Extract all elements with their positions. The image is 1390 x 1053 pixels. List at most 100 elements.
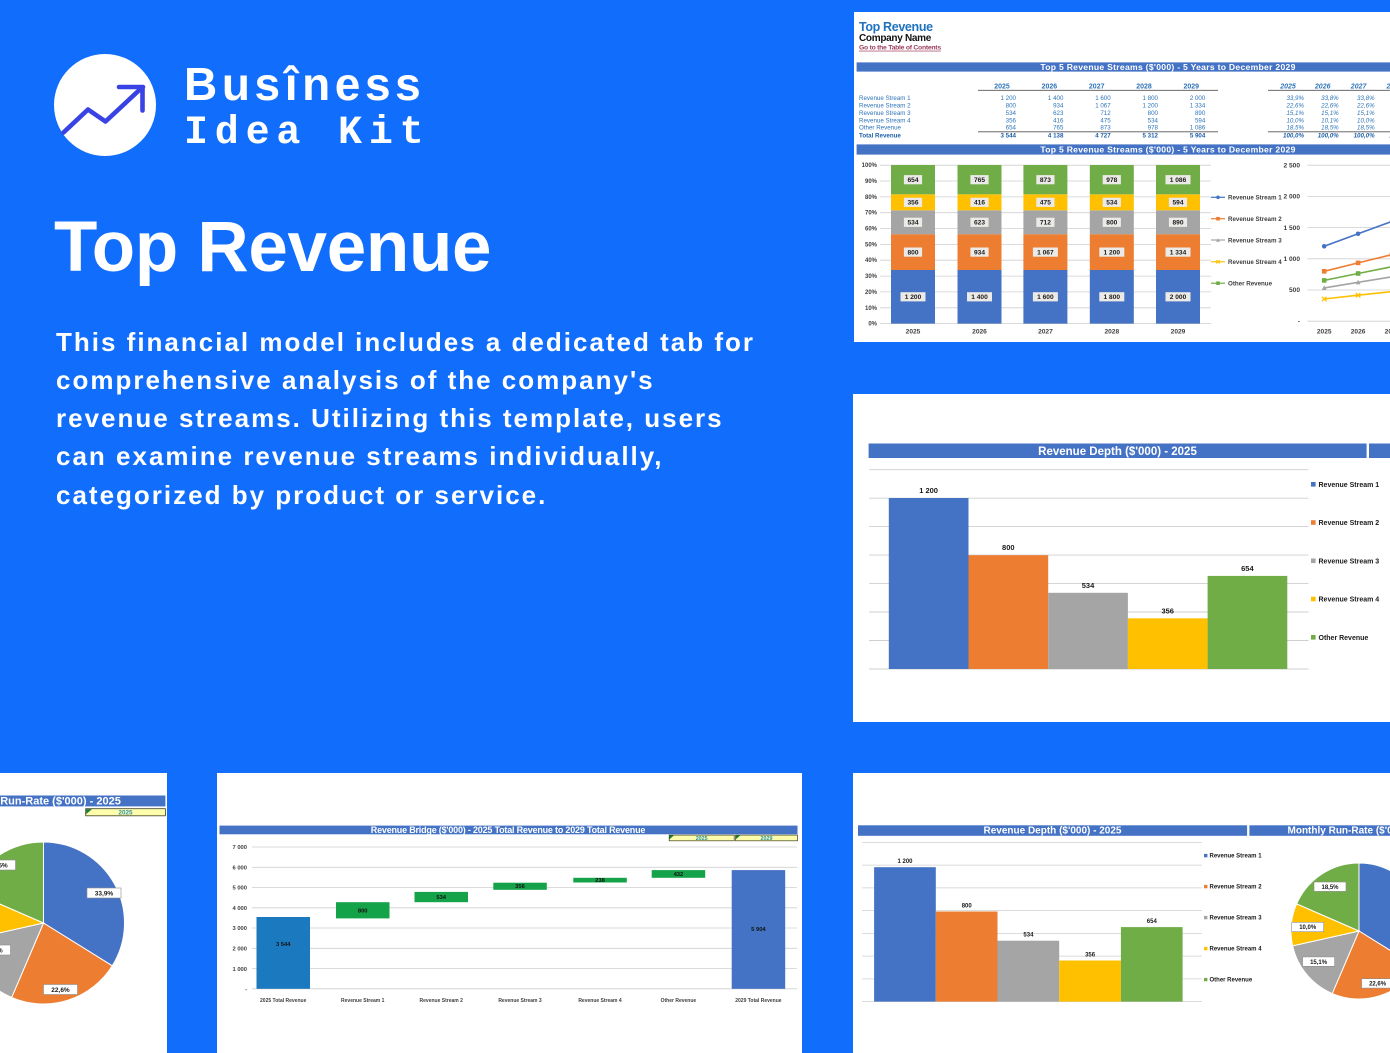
svg-text:2025 Total Revenue: 2025 Total Revenue	[260, 998, 307, 1004]
svg-text:1 800: 1 800	[1143, 95, 1159, 102]
svg-text:2025: 2025	[906, 329, 921, 336]
svg-text:Revenue Stream 1: Revenue Stream 1	[341, 998, 385, 1004]
svg-text:934: 934	[1053, 103, 1064, 110]
svg-text:100%: 100%	[862, 163, 878, 169]
svg-text:1 000: 1 000	[232, 967, 247, 973]
svg-text:2 000: 2 000	[1283, 194, 1300, 201]
svg-text:2 000: 2 000	[232, 947, 247, 953]
svg-text:18,5%: 18,5%	[1321, 125, 1339, 132]
svg-text:Revenue Stream 4: Revenue Stream 4	[578, 998, 622, 1004]
svg-text:Revenue Stream 4: Revenue Stream 4	[1228, 259, 1282, 266]
svg-text:2028: 2028	[1386, 84, 1390, 91]
svg-text:2026: 2026	[1351, 329, 1366, 336]
svg-text:Revenue Stream 1: Revenue Stream 1	[859, 95, 911, 102]
svg-text:10,1%: 10,1%	[1321, 117, 1339, 124]
svg-text:15,1%: 15,1%	[1310, 960, 1328, 966]
svg-text:416: 416	[1053, 117, 1064, 124]
svg-text:22,6%: 22,6%	[1320, 103, 1339, 110]
svg-text:22,6%: 22,6%	[1369, 982, 1387, 988]
svg-text:534: 534	[436, 895, 446, 901]
svg-text:2027: 2027	[1038, 329, 1053, 336]
svg-text:6 000: 6 000	[232, 865, 247, 871]
svg-text:Revenue Stream 1: Revenue Stream 1	[1210, 854, 1263, 860]
svg-text:1 200: 1 200	[919, 486, 938, 495]
svg-text:4 138: 4 138	[1048, 132, 1064, 139]
svg-text:7 000: 7 000	[232, 845, 247, 851]
svg-text:Total Revenue: Total Revenue	[859, 132, 901, 139]
svg-text:1 800: 1 800	[1104, 294, 1121, 301]
svg-text:475: 475	[1100, 117, 1111, 124]
svg-text:534: 534	[1148, 117, 1159, 124]
svg-text:2 000: 2 000	[1190, 95, 1206, 102]
svg-text:1 334: 1 334	[1170, 249, 1187, 256]
svg-text:-: -	[245, 987, 247, 993]
svg-text:Top 5 Revenue Streams ($'000): Top 5 Revenue Streams ($'000) - 5 Years …	[1040, 145, 1295, 155]
svg-text:356: 356	[1161, 606, 1174, 615]
svg-text:800: 800	[1106, 220, 1117, 227]
svg-text:1 600: 1 600	[1095, 95, 1111, 102]
svg-text:22,6%: 22,6%	[51, 987, 70, 994]
svg-text:Other Revenue: Other Revenue	[1210, 978, 1253, 984]
svg-text:712: 712	[1100, 110, 1111, 117]
svg-text:2025: 2025	[118, 810, 133, 817]
svg-text:1 200: 1 200	[905, 294, 922, 301]
svg-text:3 544: 3 544	[276, 942, 291, 948]
svg-text:Revenue Depth ($'000) - 2025: Revenue Depth ($'000) - 2025	[984, 826, 1122, 837]
svg-text:Revenue Stream 3: Revenue Stream 3	[859, 110, 911, 117]
svg-text:534: 534	[907, 220, 918, 227]
svg-text:356: 356	[907, 200, 918, 207]
svg-text:654: 654	[1241, 564, 1254, 573]
svg-text:3 000: 3 000	[232, 926, 247, 932]
svg-text:594: 594	[1195, 117, 1206, 124]
svg-text:90%: 90%	[865, 179, 878, 185]
svg-text:5 312: 5 312	[1143, 132, 1159, 139]
svg-text:2025: 2025	[1317, 329, 1332, 336]
svg-text:2027: 2027	[1089, 84, 1105, 91]
svg-text:Revenue Stream 2: Revenue Stream 2	[1228, 216, 1282, 223]
svg-text:18,5%: 18,5%	[1286, 125, 1304, 132]
svg-text:873: 873	[1100, 125, 1111, 132]
svg-text:2025: 2025	[696, 836, 708, 842]
svg-text:50%: 50%	[865, 242, 878, 248]
svg-text:22,6%: 22,6%	[1356, 103, 1375, 110]
svg-text:416: 416	[974, 200, 985, 207]
svg-text:356: 356	[1085, 953, 1096, 959]
svg-text:Revenue Stream 2: Revenue Stream 2	[420, 998, 464, 1004]
svg-text:18,5%: 18,5%	[1357, 125, 1375, 132]
svg-text:Top 5 Revenue Streams ($'000): Top 5 Revenue Streams ($'000) - 5 Years …	[1040, 62, 1295, 72]
svg-text:Revenue Stream 3: Revenue Stream 3	[498, 998, 542, 1004]
svg-text:500: 500	[1289, 287, 1300, 294]
svg-text:2027: 2027	[1350, 84, 1368, 91]
svg-text:2029 Total Revenue: 2029 Total Revenue	[735, 998, 782, 1004]
svg-text:33,8%: 33,8%	[1321, 95, 1339, 102]
svg-text:Revenue Stream 1: Revenue Stream 1	[1319, 482, 1380, 489]
svg-text:100,0%: 100,0%	[1318, 132, 1339, 139]
svg-text:238: 238	[595, 878, 605, 884]
svg-text:800: 800	[1002, 543, 1015, 552]
svg-text:654: 654	[1147, 919, 1158, 925]
svg-text:2 500: 2 500	[1283, 162, 1300, 169]
svg-text:20%: 20%	[865, 290, 878, 296]
svg-text:15,1%: 15,1%	[1321, 110, 1339, 117]
svg-text:2027: 2027	[1385, 329, 1390, 336]
svg-text:80%: 80%	[865, 195, 878, 201]
svg-text:70%: 70%	[865, 211, 878, 217]
svg-text:1 500: 1 500	[1283, 225, 1300, 232]
svg-text:Monthly Run-Rate ($'000) - 202: Monthly Run-Rate ($'000) - 2025	[0, 795, 121, 807]
svg-text:40%: 40%	[865, 258, 878, 264]
svg-text:2028: 2028	[1136, 84, 1152, 91]
svg-text:4 000: 4 000	[232, 906, 247, 912]
svg-text:1 200: 1 200	[897, 859, 913, 865]
svg-text:1 200: 1 200	[1001, 95, 1017, 102]
svg-text:2026: 2026	[972, 329, 987, 336]
svg-text:Other Revenue: Other Revenue	[661, 998, 697, 1004]
svg-text:15,1%: 15,1%	[1286, 110, 1304, 117]
svg-text:Monthly Run-Rate ($'000) - 202: Monthly Run-Rate ($'000) - 2025	[1288, 826, 1390, 837]
svg-text:534: 534	[1082, 581, 1095, 590]
svg-text:1 400: 1 400	[1048, 95, 1064, 102]
svg-text:890: 890	[1172, 220, 1183, 227]
svg-text:Revenue Stream 4: Revenue Stream 4	[1319, 597, 1380, 604]
svg-text:1 400: 1 400	[971, 294, 988, 301]
svg-text:10,0%: 10,0%	[1357, 117, 1375, 124]
svg-text:2025: 2025	[1279, 84, 1296, 91]
